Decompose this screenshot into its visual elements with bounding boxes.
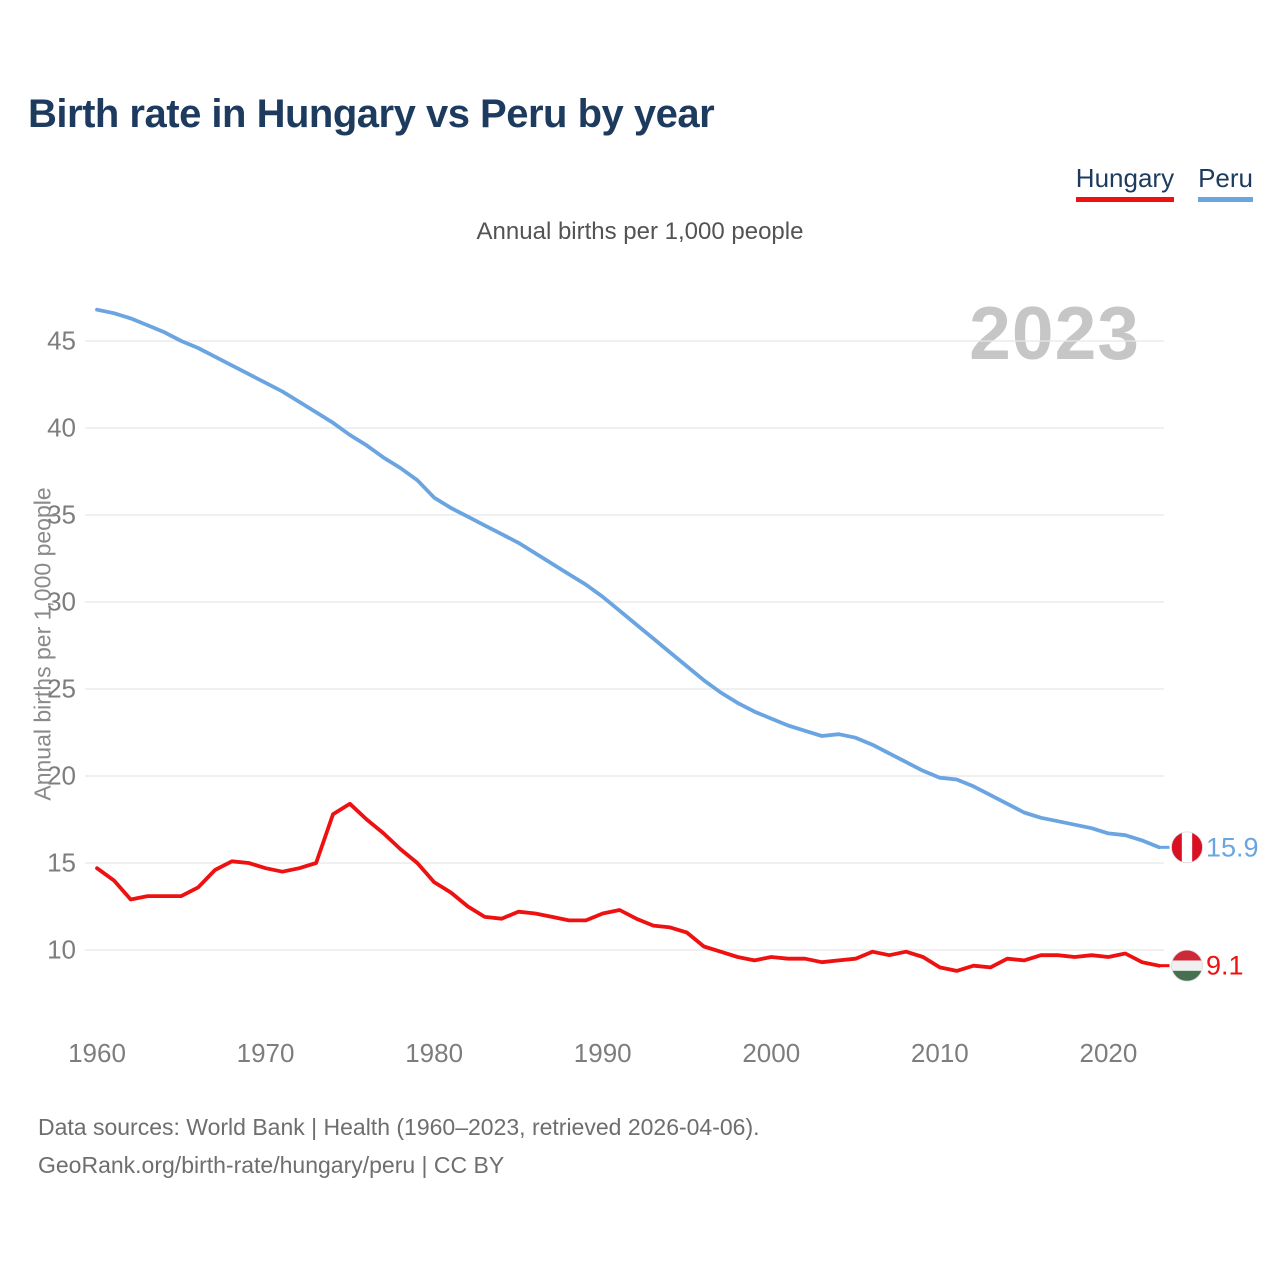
y-tick-label-45: 45 <box>47 326 76 356</box>
hungary-end-label: 9.1 <box>1206 951 1244 981</box>
chart-subtitle: Annual births per 1,000 people <box>476 218 804 245</box>
year-watermark: 2023 <box>969 291 1140 375</box>
hungary-flag-icon <box>1171 950 1203 982</box>
peru-flag-icon <box>1171 831 1203 863</box>
peru-end-label: 15.9 <box>1206 832 1259 862</box>
chart-title: Birth rate in Hungary vs Peru by year <box>28 92 715 136</box>
peru-flag-ring <box>1171 831 1203 864</box>
x-tick-label-1960: 1960 <box>68 1038 126 1068</box>
x-tick-label-2000: 2000 <box>742 1038 800 1068</box>
x-tick-label-1970: 1970 <box>237 1038 295 1068</box>
y-tick-label-25: 25 <box>47 674 76 704</box>
y-tick-label-30: 30 <box>47 587 76 617</box>
legend-item-hungary[interactable]: Hungary <box>1075 163 1175 202</box>
x-tick-label-2020: 2020 <box>1079 1038 1137 1068</box>
footer-attribution: GeoRank.org/birth-rate/hungary/peru | CC… <box>38 1152 505 1178</box>
x-tick-label-1980: 1980 <box>405 1038 463 1068</box>
footer: Data sources: World Bank | Health (1960–… <box>38 1108 760 1184</box>
hungary-flag-ring <box>1171 949 1203 982</box>
footer-sources: Data sources: World Bank | Health (1960–… <box>38 1114 760 1140</box>
x-tick-label-1990: 1990 <box>574 1038 632 1068</box>
y-tick-label-40: 40 <box>47 413 76 443</box>
y-tick-label-20: 20 <box>47 761 76 791</box>
peru-line <box>95 307 1161 850</box>
y-axis-title-text: Annual births per 1,000 people <box>29 487 56 801</box>
y-tick-label-35: 35 <box>47 500 76 530</box>
y-tick-label-15: 15 <box>47 848 76 878</box>
x-tick-label-2010: 2010 <box>911 1038 969 1068</box>
legend-item-peru[interactable]: Peru <box>1198 163 1253 202</box>
y-tick-label-10: 10 <box>47 935 76 965</box>
legend: Hungary Peru <box>1075 163 1253 202</box>
hungary-line <box>95 801 1161 973</box>
